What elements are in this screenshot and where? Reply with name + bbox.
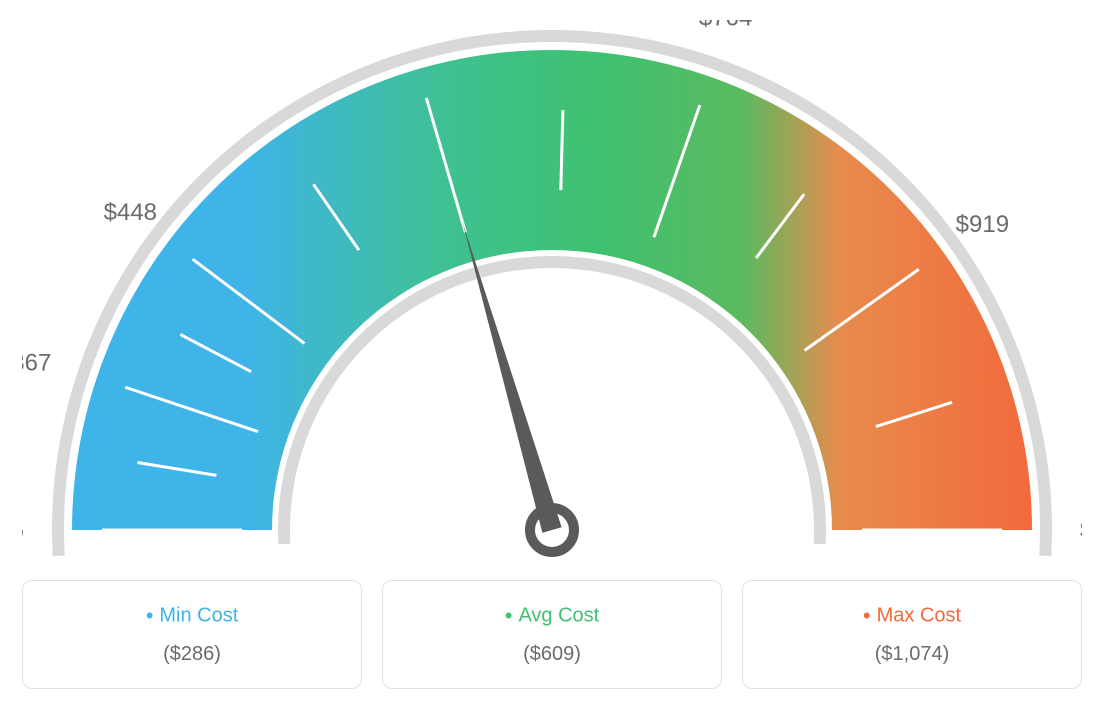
legend-card-title: • Max Cost — [753, 603, 1071, 629]
gauge-tick-label: $764 — [699, 20, 752, 31]
legend-dot-icon: • — [146, 603, 154, 628]
legend-card-label: Avg Cost — [518, 604, 599, 626]
legend-card-value: ($609) — [393, 643, 711, 666]
legend-card: •Avg Cost ($609) — [382, 580, 722, 689]
legend-card-value: ($286) — [33, 643, 351, 666]
legend-card: • Max Cost ($1,074) — [742, 580, 1082, 689]
legend-card-label: Min Cost — [159, 604, 238, 626]
gauge-svg: $286 $367 $448 $609 $764 $919 $1,074 — [22, 20, 1082, 560]
gauge-tick-label: $448 — [104, 199, 157, 226]
gauge-tick-label: $609 — [378, 20, 431, 23]
gauge-tick-label: $367 — [22, 349, 51, 376]
cost-gauge: $286 $367 $448 $609 $764 $919 $1,074 — [22, 20, 1082, 560]
legend-card-title: •Min Cost — [33, 603, 351, 629]
legend-row: •Min Cost($286)•Avg Cost($609)•Max Cost(… — [22, 580, 1082, 689]
legend-card: •Min Cost ($286) — [22, 580, 362, 689]
legend-card-label: Max Cost — [877, 604, 961, 626]
gauge-tick-minor — [561, 110, 563, 190]
gauge-tick-label: $919 — [956, 211, 1009, 238]
legend-dot-icon: • — [505, 603, 513, 628]
gauge-tick-label: $1,074 — [1080, 517, 1082, 544]
legend-card-value: ($1,074) — [753, 643, 1071, 666]
legend-card-title: •Avg Cost — [393, 603, 711, 629]
legend-dot-icon: • — [863, 603, 871, 628]
gauge-tick-label: $286 — [22, 517, 24, 544]
